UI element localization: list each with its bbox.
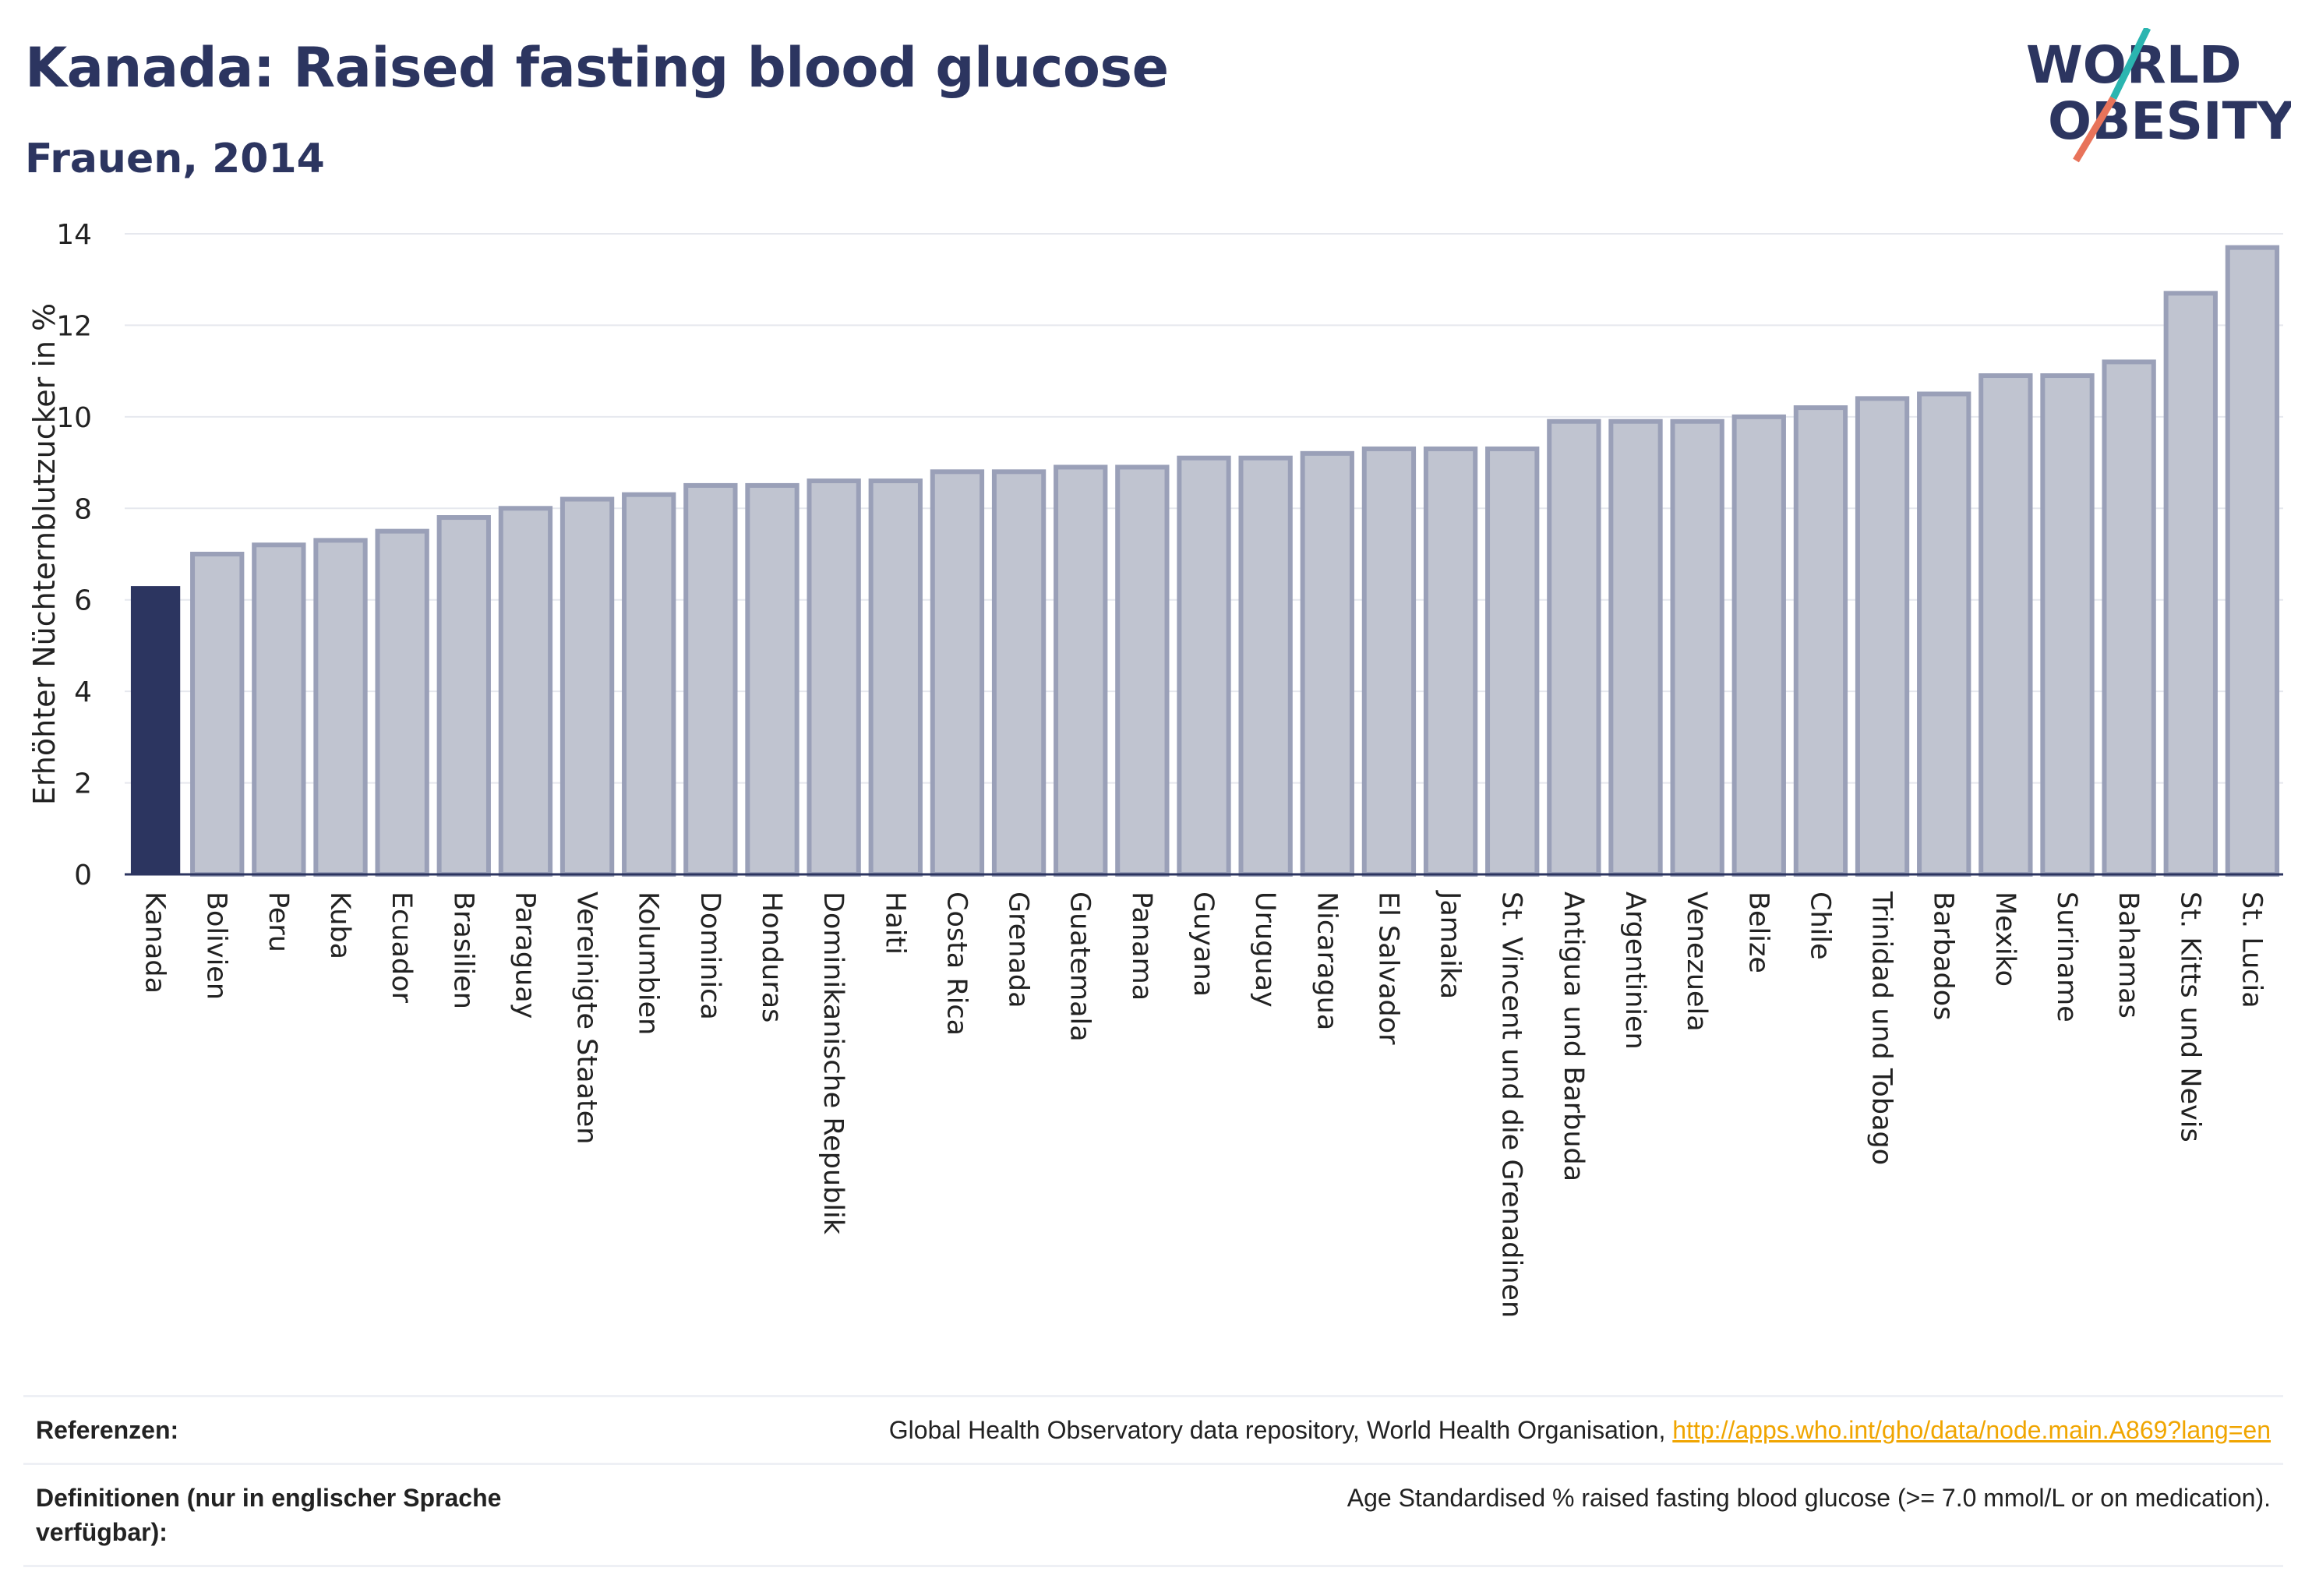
y-tick-label: 14 [56, 219, 92, 251]
x-tick-label: Argentinien [1619, 892, 1650, 1050]
logo-slash-top [2109, 28, 2151, 100]
x-tick-label: St. Kitts und Nevis [2174, 892, 2205, 1142]
y-tick-label: 0 [74, 860, 92, 892]
x-tick-label: Dominikanische Republik [817, 892, 849, 1235]
x-tick-label: Costa Rica [941, 892, 972, 1036]
bar [991, 469, 1047, 877]
definitions-row: Definitionen (nur in englischer Sprache … [23, 1463, 2283, 1567]
world-obesity-logo: WORLD OBESITY [2026, 28, 2291, 163]
y-tick-label: 12 [56, 310, 92, 342]
bar [190, 552, 245, 877]
bar [313, 538, 368, 877]
bar [375, 528, 429, 877]
x-tick-label: Chile [1804, 892, 1835, 960]
x-tick-label: Peru [263, 892, 294, 952]
references-link[interactable]: http://apps.who.int/gho/data/node.main.A… [1672, 1416, 2271, 1444]
bar [930, 469, 985, 877]
definitions-value: Age Standardised % raised fasting blood … [1347, 1484, 2271, 1512]
x-tick-label: Belize [1742, 892, 1774, 973]
x-tick-label: Brasilien [447, 892, 478, 1009]
bar [1670, 418, 1724, 877]
bar [252, 542, 306, 877]
x-tick-label: Kanada [139, 892, 171, 994]
bar [868, 478, 923, 877]
bar [1978, 373, 2033, 877]
x-tick-label: Vereinigte Staaten [571, 892, 602, 1144]
logo-slash-bottom [2073, 96, 2116, 163]
chart-title: Kanada: Raised fasting blood glucose [25, 36, 1169, 100]
bar [745, 482, 800, 877]
bar [1115, 464, 1170, 877]
bar [1423, 446, 1478, 877]
references-text: Global Health Observatory data repositor… [888, 1416, 1673, 1444]
bar [1731, 414, 1786, 877]
references-row: Referenzen: Global Health Observatory da… [23, 1395, 2283, 1463]
bar [1361, 446, 1417, 877]
bar [1177, 455, 1231, 877]
bar [436, 515, 491, 877]
bar [2225, 245, 2280, 877]
x-tick-label: Antigua und Barbuda [1558, 892, 1589, 1181]
bar [498, 506, 553, 877]
x-tick-label: Guatemala [1064, 892, 1096, 1042]
x-tick-label: El Salvador [1372, 892, 1403, 1045]
bar [2102, 359, 2156, 877]
x-tick-label: St. Vincent und die Grenadinen [1496, 892, 1527, 1318]
x-tick-label: Mexiko [1989, 892, 2021, 987]
x-tick-label: Bahamas [2113, 892, 2144, 1019]
bar [2040, 373, 2095, 877]
x-tick-label: Barbados [1928, 892, 1959, 1020]
references-table: Referenzen: Global Health Observatory da… [23, 1395, 2283, 1567]
x-tick-label: Ecuador [386, 892, 417, 1004]
logo-line-1: WORLD [2026, 35, 2242, 95]
bar [1917, 391, 1971, 877]
bar [1485, 446, 1540, 877]
x-tick-label: Haiti [879, 892, 910, 955]
bar [1547, 418, 1601, 877]
x-tick-label: Panama [1126, 892, 1157, 1001]
chart-subtitle: Frauen, 2014 [25, 136, 325, 182]
y-tick-label: 6 [74, 585, 92, 617]
x-tick-label: Suriname [2051, 892, 2082, 1022]
bar [1238, 455, 1293, 877]
bar [1793, 405, 1848, 877]
bar [1300, 450, 1354, 877]
y-tick-label: 10 [56, 402, 92, 434]
y-axis-label: Erhöhter Nüchternblutzucker in % [27, 303, 62, 805]
bar [683, 482, 738, 877]
x-tick-label: Nicaragua [1311, 892, 1342, 1030]
x-tick-label: Honduras [756, 892, 787, 1022]
bar [2163, 291, 2218, 877]
bar [1054, 464, 1108, 877]
x-tick-label: St. Lucia [2236, 892, 2267, 1008]
bar [622, 492, 676, 877]
bar [1855, 396, 1910, 877]
bar [559, 496, 615, 877]
x-tick-label: Grenada [1003, 892, 1034, 1008]
x-tick-label: Guyana [1188, 892, 1219, 997]
x-tick-label: Bolivien [201, 892, 232, 1000]
x-tick-label: Jamaika [1435, 890, 1466, 999]
x-tick-label: Kuba [324, 892, 355, 959]
references-value: Global Health Observatory data repositor… [581, 1413, 2271, 1447]
x-tick-label: Trinidad und Tobago [1866, 891, 1897, 1165]
bar [1608, 418, 1663, 877]
bar-chart: 0 2 4 6 8 10 12 14 Erhöhter Nüchternblutzucker i… [27, 219, 2283, 1318]
bar [807, 478, 861, 877]
y-tick-label: 4 [74, 676, 92, 708]
x-tick-label: Paraguay [509, 892, 540, 1019]
definitions-label: Definitionen (nur in englischer Sprache … [36, 1484, 502, 1546]
x-tick-label: Kolumbien [633, 892, 664, 1035]
bar [130, 586, 181, 874]
y-tick-label: 2 [74, 768, 92, 800]
y-tick-label: 8 [74, 493, 92, 525]
references-label: Referenzen: [36, 1416, 179, 1444]
x-tick-label: Venezuela [1681, 892, 1712, 1032]
x-tick-label: Uruguay [1249, 892, 1280, 1008]
x-tick-label: Dominica [694, 892, 725, 1020]
